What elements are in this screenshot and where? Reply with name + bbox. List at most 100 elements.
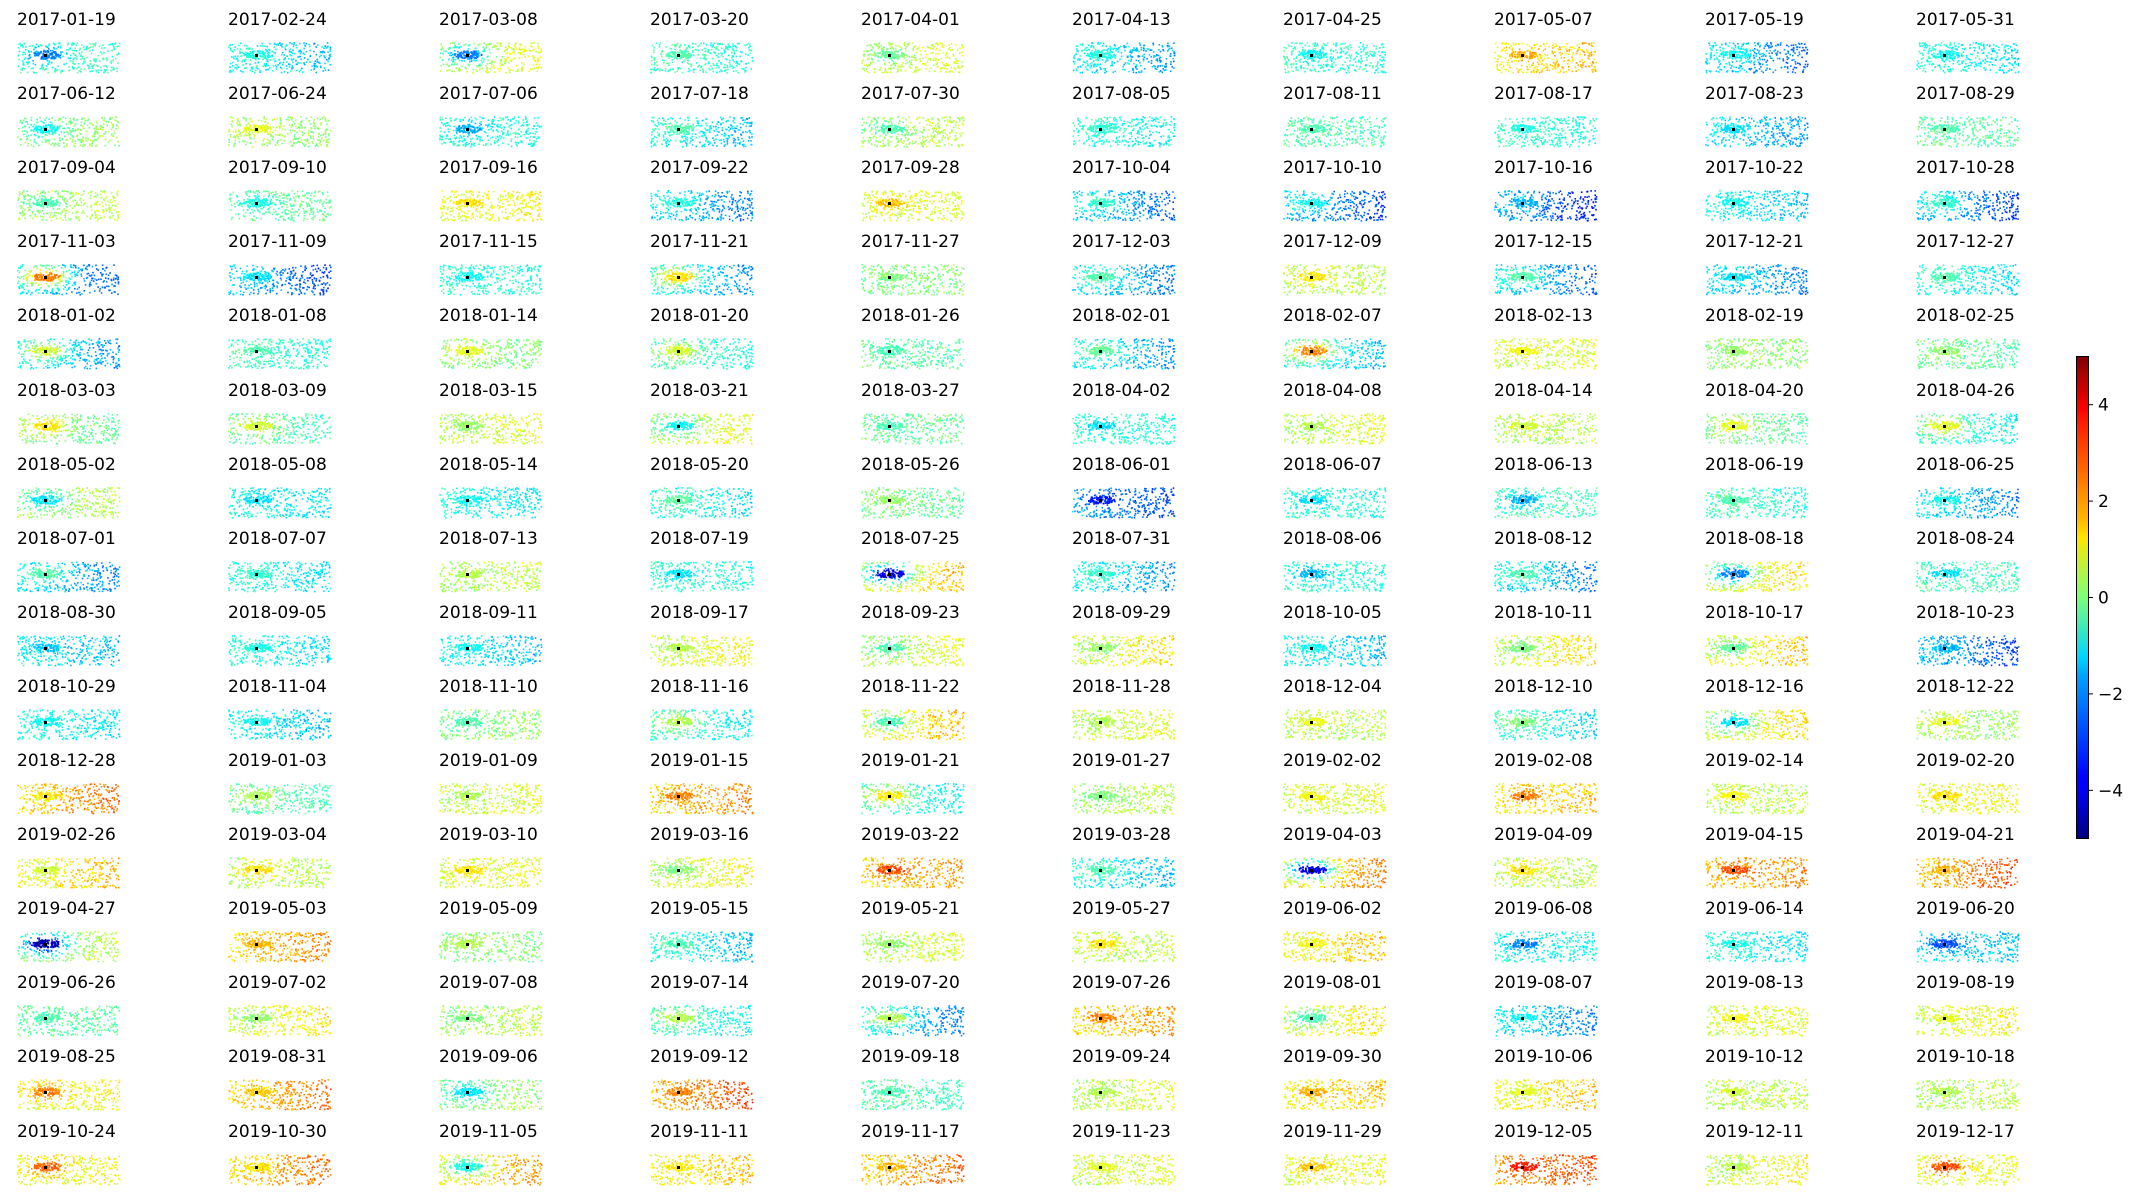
panel-2019-01-15: 2019-01-15 <box>633 751 833 823</box>
deformation-scatter <box>227 330 331 376</box>
panel-2018-03-03: 2018-03-03 <box>0 381 200 453</box>
panel-2019-04-03: 2019-04-03 <box>1266 825 1466 897</box>
deformation-scatter <box>649 405 753 451</box>
deformation-scatter <box>1704 479 1808 525</box>
deformation-scatter <box>1282 775 1386 821</box>
panel-title: 2017-09-22 <box>650 158 749 178</box>
deformation-scatter <box>649 627 753 673</box>
colorbar-tick-label: 2 <box>2098 492 2109 512</box>
panel-2018-01-20: 2018-01-20 <box>633 306 833 378</box>
deformation-scatter <box>438 256 542 302</box>
panel-2018-03-09: 2018-03-09 <box>211 381 411 453</box>
panel-title: 2018-10-11 <box>1494 603 1593 623</box>
panel-2017-07-18: 2017-07-18 <box>633 84 833 156</box>
reference-point-marker <box>1943 499 1946 502</box>
deformation-scatter <box>1282 923 1386 969</box>
panel-2018-07-13: 2018-07-13 <box>422 529 622 601</box>
reference-point-marker <box>1521 721 1524 724</box>
panel-title: 2018-11-28 <box>1072 677 1171 697</box>
panel-title: 2018-07-31 <box>1072 529 1171 549</box>
deformation-scatter <box>1282 256 1386 302</box>
deformation-scatter <box>1915 108 2019 154</box>
deformation-scatter <box>1493 1146 1597 1192</box>
panel-title: 2017-08-05 <box>1072 84 1171 104</box>
reference-point-marker <box>44 721 47 724</box>
reference-point-marker <box>44 54 47 57</box>
deformation-scatter <box>1704 34 1808 80</box>
panel-2018-08-18: 2018-08-18 <box>1688 529 1888 601</box>
deformation-scatter <box>860 1071 964 1117</box>
panel-2018-04-20: 2018-04-20 <box>1688 381 1888 453</box>
panel-title: 2019-09-18 <box>861 1047 960 1067</box>
deformation-scatter <box>1071 182 1175 228</box>
deformation-scatter <box>649 701 753 747</box>
deformation-scatter <box>227 405 331 451</box>
panel-title: 2019-01-03 <box>228 751 327 771</box>
panel-2017-08-29: 2017-08-29 <box>1899 84 2099 156</box>
panel-title: 2018-03-27 <box>861 381 960 401</box>
reference-point-marker <box>1943 795 1946 798</box>
panel-2019-09-12: 2019-09-12 <box>633 1047 833 1119</box>
panel-title: 2019-02-08 <box>1494 751 1593 771</box>
reference-point-marker <box>1732 499 1735 502</box>
panel-2018-07-25: 2018-07-25 <box>844 529 1044 601</box>
reference-point-marker <box>677 425 680 428</box>
panel-2018-02-25: 2018-02-25 <box>1899 306 2099 378</box>
panel-title: 2019-11-29 <box>1283 1122 1382 1142</box>
reference-point-marker <box>1943 1017 1946 1020</box>
deformation-scatter <box>649 479 753 525</box>
reference-point-marker <box>1099 128 1102 131</box>
panel-title: 2019-10-12 <box>1705 1047 1804 1067</box>
deformation-scatter <box>1282 405 1386 451</box>
deformation-scatter <box>1915 1146 2019 1192</box>
panel-title: 2017-09-10 <box>228 158 327 178</box>
reference-point-marker <box>255 276 258 279</box>
panel-2017-11-15: 2017-11-15 <box>422 232 622 304</box>
panel-title: 2019-01-21 <box>861 751 960 771</box>
panel-2019-09-06: 2019-09-06 <box>422 1047 622 1119</box>
panel-title: 2019-04-21 <box>1916 825 2015 845</box>
panel-2018-06-01: 2018-06-01 <box>1055 455 1255 527</box>
deformation-scatter <box>1704 330 1808 376</box>
reference-point-marker <box>1943 1166 1946 1169</box>
deformation-scatter <box>1282 997 1386 1043</box>
reference-point-marker <box>466 647 469 650</box>
panel-title: 2018-07-19 <box>650 529 749 549</box>
reference-point-marker <box>466 276 469 279</box>
reference-point-marker <box>888 1017 891 1020</box>
deformation-scatter <box>16 330 120 376</box>
panel-title: 2018-01-26 <box>861 306 960 326</box>
reference-point-marker <box>1521 647 1524 650</box>
deformation-scatter <box>860 256 964 302</box>
reference-point-marker <box>1732 1017 1735 1020</box>
panel-title: 2017-11-21 <box>650 232 749 252</box>
colorbar-tick-label: −2 <box>2098 685 2123 705</box>
reference-point-marker <box>466 499 469 502</box>
deformation-scatter <box>1704 108 1808 154</box>
panel-2019-12-11: 2019-12-11 <box>1688 1122 1888 1194</box>
panel-title: 2017-02-24 <box>228 10 327 30</box>
panel-2018-02-13: 2018-02-13 <box>1477 306 1677 378</box>
panel-title: 2019-11-23 <box>1072 1122 1171 1142</box>
reference-point-marker <box>888 276 891 279</box>
deformation-scatter <box>1915 923 2019 969</box>
reference-point-marker <box>1732 350 1735 353</box>
panel-title: 2018-09-23 <box>861 603 960 623</box>
panel-title: 2018-09-05 <box>228 603 327 623</box>
reference-point-marker <box>255 795 258 798</box>
panel-title: 2018-02-07 <box>1283 306 1382 326</box>
panel-2018-04-02: 2018-04-02 <box>1055 381 1255 453</box>
panel-2017-08-11: 2017-08-11 <box>1266 84 1466 156</box>
deformation-scatter <box>860 553 964 599</box>
reference-point-marker <box>1310 128 1313 131</box>
panel-2019-04-21: 2019-04-21 <box>1899 825 2099 897</box>
deformation-scatter <box>227 997 331 1043</box>
reference-point-marker <box>888 869 891 872</box>
reference-point-marker <box>466 1017 469 1020</box>
deformation-scatter <box>1915 701 2019 747</box>
reference-point-marker <box>1099 721 1102 724</box>
panel-title: 2018-07-25 <box>861 529 960 549</box>
panel-2019-11-29: 2019-11-29 <box>1266 1122 1466 1194</box>
reference-point-marker <box>1732 425 1735 428</box>
